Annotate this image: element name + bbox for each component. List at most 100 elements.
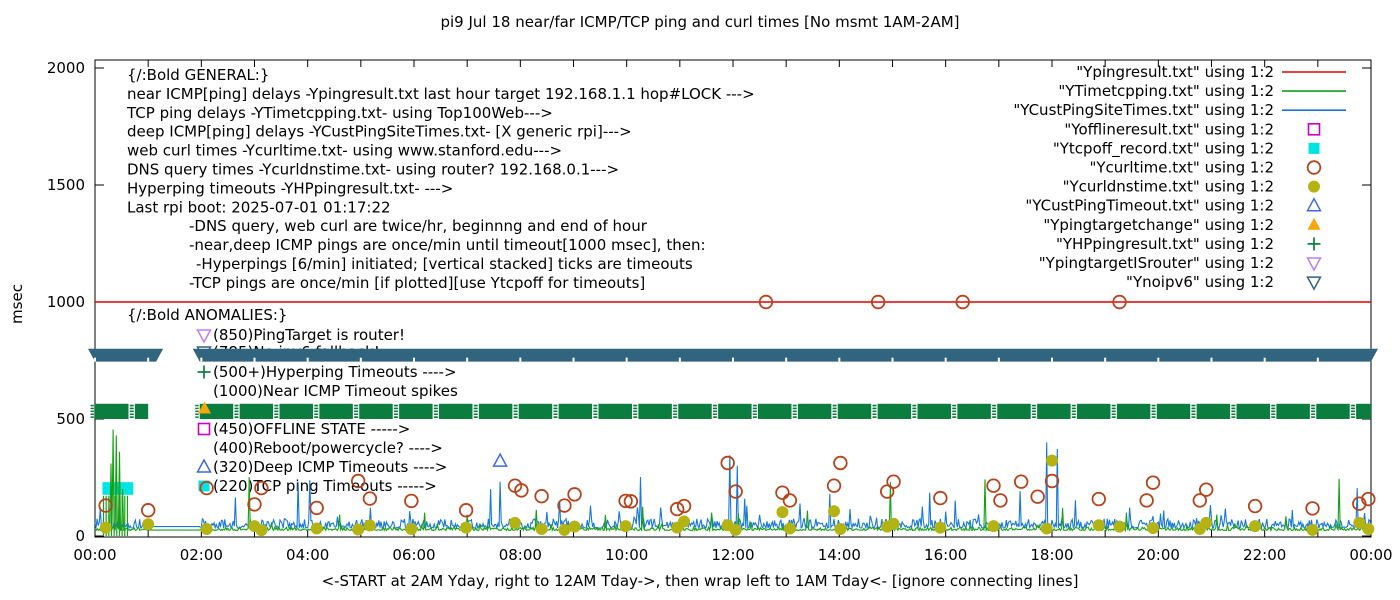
circle-filled-marker (776, 506, 789, 519)
hyperping-tick-texture (992, 416, 997, 418)
hyperping-tick-texture (713, 410, 718, 413)
circle-open-marker (1192, 493, 1208, 508)
hyperping-tick-texture (1271, 410, 1276, 413)
hyperping-tick-texture (314, 404, 319, 407)
hyperping-tick-texture (130, 416, 134, 418)
circle-open-marker (1305, 501, 1320, 516)
circle-filled-marker (1306, 523, 1319, 536)
hyperping-tick-texture (354, 404, 359, 407)
hyperping-tick-texture (1152, 416, 1156, 418)
band-notch (253, 357, 256, 362)
x-tick-label: 00:00 (73, 546, 116, 564)
circle-filled-marker (783, 522, 796, 535)
circle-open-marker (1145, 475, 1161, 490)
hyperping-tick-texture (130, 404, 134, 407)
x-tick-label: 14:00 (818, 546, 861, 564)
hyperping-band-segment (797, 403, 832, 419)
anomaly-annotation-line: (220)TCP ping Timeouts -----> (213, 477, 437, 495)
hyperping-tick-texture (873, 416, 877, 418)
triangle-up-marker (196, 458, 212, 473)
hyperping-tick-texture (1311, 413, 1316, 415)
hyperping-tick-texture (1112, 410, 1116, 413)
hyperping-tick-texture (1032, 416, 1037, 418)
hyperping-tick-texture (554, 413, 558, 415)
band-notch (200, 357, 203, 362)
circle-open-marker (514, 483, 529, 498)
circle-filled-marker (1113, 520, 1126, 533)
hyperping-tick-texture (1072, 407, 1076, 410)
legend-label: "YHPpingresult.txt" using 1:2 (1056, 235, 1274, 253)
hyperping-tick-texture (314, 407, 319, 410)
hyperping-tick-texture (1192, 416, 1196, 418)
x-tick-label: 08:00 (499, 546, 542, 564)
hyperping-tick-texture (673, 407, 678, 410)
hyperping-tick-texture (235, 410, 239, 413)
triangle-down-marker (1306, 276, 1322, 291)
hyperping-tick-texture (1072, 404, 1076, 407)
hyperping-tick-texture (1112, 404, 1116, 407)
hyperping-tick-texture (394, 407, 399, 410)
hyperping-tick-texture (474, 407, 478, 410)
hyperping-tick-texture (1072, 413, 1076, 415)
circle-open-marker (404, 493, 419, 509)
circle-filled-marker (729, 523, 742, 536)
hyperping-tick-texture (1231, 407, 1236, 410)
anomaly-annotation-line: (850)PingTarget is router! (213, 326, 405, 344)
axes: 00:00 02:00 04:00 06:00 08:00 10:00 12:00 14:00… (47, 59, 1393, 564)
circle-open-marker (618, 493, 633, 509)
hyperping-tick-texture (952, 410, 957, 413)
circle-open-marker (247, 497, 262, 512)
anomaly-annotation-line: (1000)Near ICMP Timeout spikes (213, 382, 458, 400)
hyperping-tick-texture (394, 404, 399, 407)
hyperping-tick-texture (753, 407, 757, 410)
hyperping-tick-texture (952, 413, 957, 415)
noipv6-band-segment (88, 348, 164, 362)
hyperping-band-segment (1076, 403, 1111, 419)
circle-filled-marker (1147, 522, 1160, 535)
circle-open-marker (1013, 474, 1029, 489)
hyperping-tick-texture (992, 410, 997, 413)
hyperping-tick-texture (1351, 404, 1356, 407)
legend-label: "Ypingresult.txt" using 1:2 (1076, 63, 1274, 81)
circle-open-marker (1030, 489, 1045, 504)
hyperping-tick-texture (673, 404, 678, 407)
x-tick-label: 20:00 (1137, 546, 1180, 564)
hyperping-tick-texture (1231, 413, 1236, 415)
hyperping-tick-texture (434, 410, 438, 413)
circle-open-marker (826, 478, 842, 493)
hyperping-band-segment (1356, 403, 1372, 419)
hyperping-band-segment (997, 403, 1031, 419)
hyperping-band-segment (478, 403, 513, 419)
band-notch (838, 357, 841, 362)
hyperping-tick-texture (793, 407, 797, 410)
hyperping-tick-texture (793, 413, 797, 415)
hyperping-tick-texture (753, 404, 757, 407)
hyperping-tick-texture (992, 404, 997, 407)
hyperping-tick-texture (1351, 407, 1356, 410)
hyperping-tick-texture (992, 413, 997, 415)
hyperping-tick-texture (1032, 413, 1037, 415)
triangle-up-marker (1307, 217, 1321, 230)
hyperping-tick-texture (434, 404, 438, 407)
hyperping-tick-texture (1152, 404, 1156, 407)
circle-open-marker (870, 294, 886, 310)
hyperping-band-segment (837, 403, 872, 419)
square-open-marker (1307, 123, 1321, 136)
hyperping-tick-texture (833, 404, 837, 407)
circle-filled-marker (509, 516, 522, 529)
hyperping-band-segment (399, 403, 433, 419)
hyperping-tick-texture (354, 413, 359, 415)
hyperping-tick-texture (912, 413, 917, 415)
series-YCustPingTimeout (492, 452, 508, 467)
hyperping-tick-texture (130, 407, 134, 410)
band-notch (1210, 357, 1213, 362)
hyperping-tick-texture (1192, 404, 1196, 407)
series-Ynoipv6-band (88, 348, 1379, 362)
band-notch (572, 357, 575, 362)
hyperping-tick-texture (1152, 410, 1156, 413)
hyperping-tick-texture (1311, 404, 1316, 407)
band-notch (519, 357, 522, 362)
circle-open-marker (309, 500, 324, 516)
circle-open-marker (350, 473, 366, 489)
series-YHPpingresult-band (90, 403, 1372, 419)
